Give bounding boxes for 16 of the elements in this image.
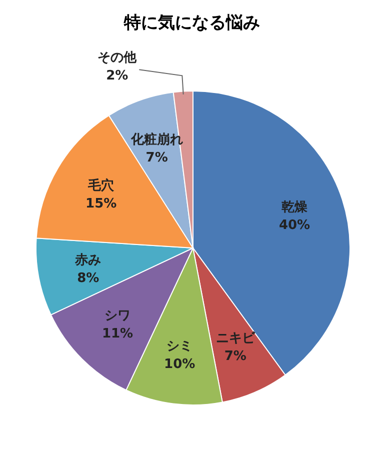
data-label: 7% (146, 150, 168, 166)
data-label: 2% (106, 68, 128, 84)
slice-label: その他 (98, 50, 138, 66)
data-label: 11% (102, 326, 134, 342)
slice-label: 毛穴 (87, 178, 116, 194)
data-label: 15% (86, 196, 117, 212)
data-label: 40% (278, 218, 310, 234)
slice-label: シワ (104, 308, 131, 324)
slice-label: ニキビ (216, 330, 256, 346)
slice-label: 赤み (74, 253, 102, 268)
slice-label: シミ (166, 338, 193, 354)
data-label: 7% (224, 348, 246, 364)
data-label: 8% (77, 271, 100, 286)
data-label: 10% (164, 356, 196, 372)
slice-label: 乾燥 (282, 200, 308, 216)
chart-title: 特に気になる悩み (123, 13, 260, 33)
